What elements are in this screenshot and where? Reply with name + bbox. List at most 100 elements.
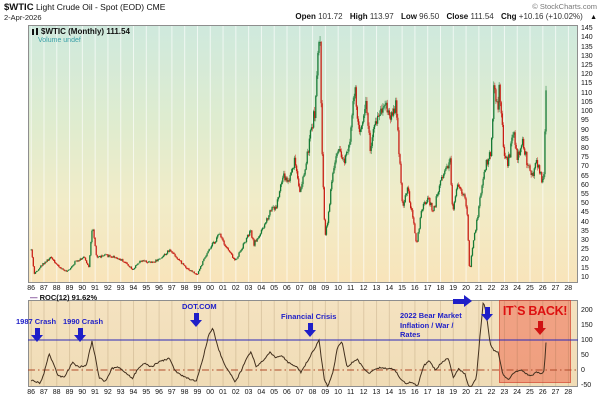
- up-triangle-icon: ▲: [590, 14, 597, 21]
- axis-tick: 75: [581, 154, 589, 162]
- axis-tick: 95: [142, 389, 151, 396]
- axis-tick: 99: [193, 285, 202, 292]
- axis-tick: 01: [219, 389, 227, 396]
- chg-value: +10.16 (+10.02%): [518, 12, 583, 21]
- axis-tick: 125: [581, 62, 593, 70]
- axis-tick: 03: [244, 285, 253, 292]
- axis-tick: 00: [206, 389, 215, 396]
- axis-tick: 02: [231, 389, 240, 396]
- axis-tick: 96: [155, 285, 163, 292]
- axis-tick: 90: [78, 285, 87, 292]
- axis-tick: 28: [564, 389, 573, 396]
- axis-tick: 65: [581, 172, 589, 180]
- axis-tick: 05: [270, 285, 279, 292]
- axis-tick: 10: [334, 285, 342, 292]
- axis-tick: 22: [487, 285, 496, 292]
- axis-tick: 24: [513, 285, 522, 292]
- axis-tick: 23: [500, 285, 509, 292]
- axis-tick: 86: [27, 285, 35, 292]
- axis-tick: -50: [581, 381, 592, 389]
- axis-tick: 98: [180, 389, 189, 396]
- down-arrow-dotcom: [190, 313, 202, 327]
- down-arrow-1990: [74, 328, 86, 342]
- axis-tick: 86: [27, 389, 35, 396]
- axis-tick: 100: [581, 336, 593, 344]
- axis-tick: 12: [359, 389, 368, 396]
- open-value: 101.72: [318, 12, 343, 21]
- axis-tick: 19: [449, 285, 458, 292]
- axis-tick: 16: [410, 389, 419, 396]
- axis-tick: 09: [321, 389, 330, 396]
- axis-tick: 02: [231, 285, 240, 292]
- axis-tick: 91: [91, 389, 99, 396]
- axis-tick: 04: [257, 389, 266, 396]
- roc-legend: — ROC(12) 91.62%: [30, 293, 97, 302]
- axis-tick: 00: [206, 285, 215, 292]
- axis-tick: 0: [581, 366, 585, 374]
- axis-tick: 130: [581, 52, 593, 60]
- axis-tick: 91: [91, 285, 99, 292]
- axis-tick: 08: [308, 285, 317, 292]
- annotation-2022-line3: Rates: [400, 330, 421, 339]
- axis-tick: 92: [103, 389, 112, 396]
- annotation-1987-crash: 1987 Crash: [16, 317, 57, 326]
- axis-tick: 96: [155, 389, 163, 396]
- axis-tick: 06: [283, 285, 291, 292]
- axis-tick: 55: [581, 191, 589, 199]
- down-arrow-financial-crisis: [304, 323, 316, 337]
- annotation-financial-crisis: Financial Crisis: [281, 312, 337, 321]
- axis-tick: 10: [334, 389, 342, 396]
- annotation-2022-bear-market: 2022 Bear Market Inflation / War / Rates: [400, 311, 462, 340]
- series-label: $WTIC (Monthly) 111.54: [31, 27, 130, 36]
- chg-label: Chg: [500, 12, 517, 21]
- annotation-1990-crash: 1990 Crash: [63, 317, 104, 326]
- axis-tick: 27: [551, 285, 560, 292]
- axis-tick: 100: [581, 108, 593, 116]
- axis-tick: 14: [385, 285, 394, 292]
- high-label: High: [349, 12, 368, 21]
- axis-tick: 97: [167, 389, 176, 396]
- axis-tick: 24: [513, 389, 522, 396]
- axis-tick: 95: [581, 117, 589, 125]
- axis-tick: 22: [487, 389, 496, 396]
- right-arrow-2021-spike: [453, 295, 472, 307]
- axis-tick: 94: [129, 389, 138, 396]
- axis-tick: 150: [581, 321, 593, 329]
- axis-tick: 18: [436, 389, 445, 396]
- axis-tick: 105: [581, 98, 593, 106]
- axis-tick: 200: [581, 306, 593, 314]
- axis-tick: 25: [526, 285, 534, 292]
- axis-tick: 92: [103, 285, 112, 292]
- axis-tick: 20: [581, 255, 589, 263]
- axis-tick: 17: [423, 389, 432, 396]
- volume-label: Volume undef: [38, 37, 81, 44]
- axis-tick: 70: [581, 163, 589, 171]
- axis-tick: 10: [581, 273, 589, 281]
- high-value: 113.97: [369, 12, 394, 21]
- roc-legend-line-icon: —: [30, 293, 38, 302]
- annotation-its-back: IT`S BACK!: [502, 304, 568, 318]
- axis-tick: 28: [564, 285, 573, 292]
- axis-tick: 25: [526, 389, 534, 396]
- axis-tick: 15: [398, 389, 406, 396]
- axis-tick: 20: [462, 389, 470, 396]
- axis-tick: 21: [474, 285, 483, 292]
- axis-tick: 145: [581, 25, 593, 33]
- chart-date: 2-Apr-2026: [4, 13, 42, 22]
- axis-tick: 01: [219, 285, 227, 292]
- axis-tick: 60: [581, 181, 589, 189]
- axis-tick: 03: [244, 389, 253, 396]
- axis-tick: 21: [474, 389, 483, 396]
- series-label-text: $WTIC (Monthly) 111.54: [41, 27, 130, 36]
- axis-tick: 94: [129, 285, 138, 292]
- chart-title: $WTIC Light Crude Oil - Spot (EOD) CME: [4, 2, 165, 13]
- stockcharts-credit-link[interactable]: © StockCharts.com: [532, 2, 597, 11]
- axis-tick: 30: [581, 237, 589, 245]
- axis-tick: 40: [581, 218, 589, 226]
- low-value: 96.50: [419, 12, 440, 21]
- low-label: Low: [400, 12, 417, 21]
- axis-tick: 18: [436, 285, 445, 292]
- axis-tick: 17: [423, 285, 432, 292]
- down-arrow-2022: [481, 307, 493, 321]
